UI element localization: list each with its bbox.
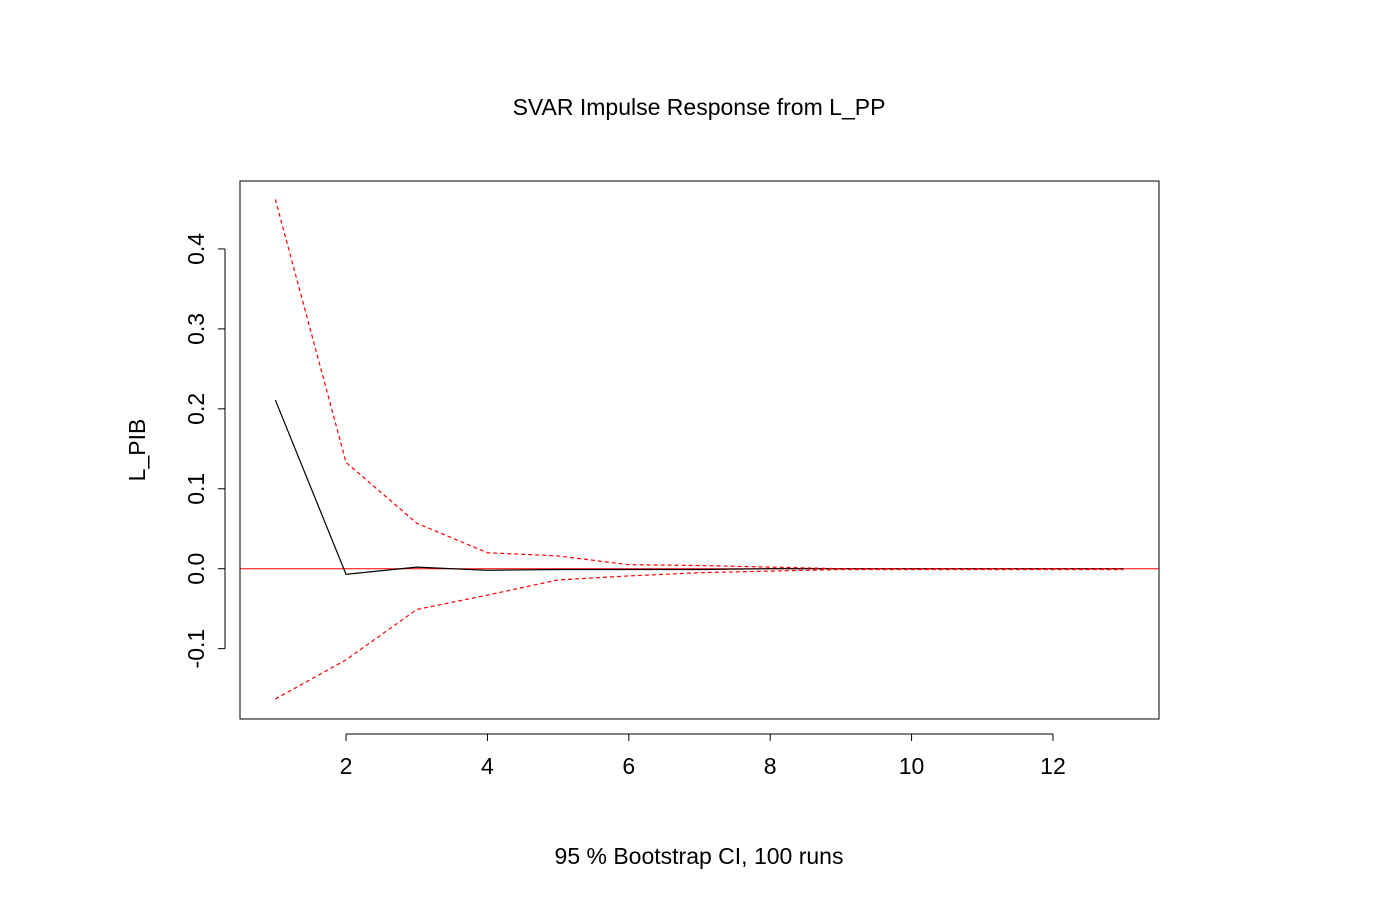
y-tick-label: 0.4 [183,233,209,265]
series-layer [240,199,1159,700]
y-tick-label: 0.0 [183,553,209,585]
x-tick-label: 6 [622,753,635,779]
x-tick-label: 4 [481,753,494,779]
plot-frame [239,180,1160,720]
x-axis-label: 95 % Bootstrap CI, 100 runs [555,843,844,869]
y-tick-label: 0.1 [183,473,209,505]
x-tick-label: 10 [899,753,925,779]
y-tick-label: 0.3 [183,313,209,345]
lower-line [275,568,1124,700]
x-tick-label: 8 [764,753,777,779]
upper-line [274,199,1124,570]
y-axis-label: L_PIB [124,419,150,482]
response-line [274,399,1124,575]
x-tick-label: 12 [1040,753,1066,779]
y-tick-label: -0.1 [183,629,209,669]
axes-layer: 2 4 6 8 10 12 -0.1 0.0 0.1 0.2 0.3 0.4 [183,233,1066,779]
x-tick-label: 2 [340,753,353,779]
chart-title: SVAR Impulse Response from L_PP [513,94,886,120]
y-tick-label: 0.2 [183,393,209,425]
